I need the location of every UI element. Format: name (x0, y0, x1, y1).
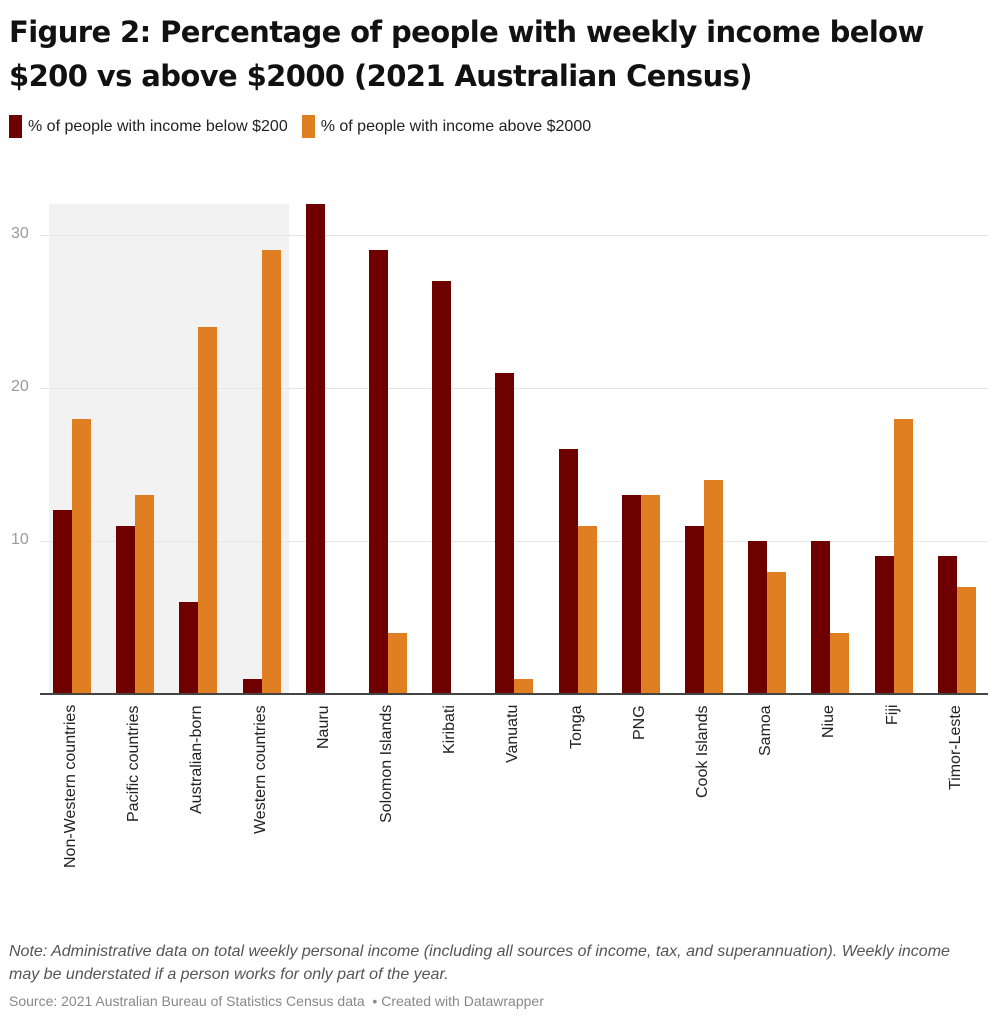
bar-chart: 10 20 30 Non-Western countries Pacific coun… (11, 204, 988, 868)
x-tick-label: Pacific countries (125, 705, 142, 823)
separator-dot: • (368, 993, 382, 1009)
bar (116, 526, 135, 694)
x-tick-label: Tonga (568, 705, 585, 749)
gridline (40, 235, 988, 236)
legend-label-below-200: % of people with income below $200 (28, 117, 288, 135)
y-tick-label: 30 (11, 225, 29, 242)
x-tick-label: Cook Islands (694, 705, 711, 799)
x-tick-label: Australian-born (188, 705, 205, 815)
bar (432, 281, 451, 694)
x-tick-label: Kiribati (441, 705, 458, 754)
bar (369, 250, 388, 694)
y-tick-label: 10 (11, 531, 29, 548)
x-tick-label: PNG (631, 705, 648, 740)
chart-source: Source: 2021 Australian Bureau of Statis… (9, 993, 544, 1009)
bar (957, 587, 976, 694)
bar (704, 480, 723, 694)
bar (514, 679, 533, 694)
x-tick-label: Nauru (315, 705, 332, 749)
bar (748, 541, 767, 694)
chart-title: Figure 2: Percentage of people with week… (9, 15, 924, 93)
legend: % of people with income below $200 % of … (9, 115, 605, 138)
x-tick-label: Niue (820, 705, 837, 738)
bar (938, 556, 957, 694)
chart-note: Note: Administrative data on total weekl… (9, 943, 950, 983)
x-axis-line (40, 693, 988, 695)
bar (135, 495, 154, 694)
bar (811, 541, 830, 694)
bar (830, 633, 849, 694)
x-tick-label: Vanuatu (504, 704, 521, 763)
x-tick-label: Solomon Islands (378, 704, 395, 823)
x-tick-label: Samoa (757, 705, 774, 756)
bar (622, 495, 641, 694)
bar (495, 373, 514, 694)
legend-label-above-2000: % of people with income above $2000 (320, 117, 592, 135)
bar (306, 204, 325, 694)
bar (685, 526, 704, 694)
legend-swatch-above-2000 (301, 115, 315, 138)
credit-text: Created with Datawrapper (381, 993, 544, 1009)
bar (578, 526, 597, 694)
bar (894, 419, 913, 694)
x-tick-label: Western countries (252, 705, 269, 834)
bar (641, 495, 660, 694)
bar (198, 327, 217, 694)
x-tick-label: Timor-Leste (947, 705, 964, 790)
bar (559, 449, 578, 694)
y-tick-label: 20 (11, 378, 29, 395)
bar (72, 419, 91, 694)
x-tick-label: Fiji (884, 704, 901, 725)
gridline (40, 541, 988, 542)
bar (53, 510, 72, 694)
x-tick-label: Non-Western countries (62, 704, 79, 868)
bar (262, 250, 281, 694)
legend-item-below-200: % of people with income below $200 (9, 115, 288, 138)
bar (388, 633, 407, 694)
legend-item-above-2000: % of people with income above $2000 (301, 115, 592, 138)
legend-swatch-below-200 (9, 115, 22, 138)
bar (243, 679, 262, 694)
bar (767, 572, 786, 694)
bar (875, 556, 894, 694)
gridline (40, 388, 988, 389)
source-text: Source: 2021 Australian Bureau of Statis… (9, 993, 365, 1009)
bar (179, 602, 198, 694)
